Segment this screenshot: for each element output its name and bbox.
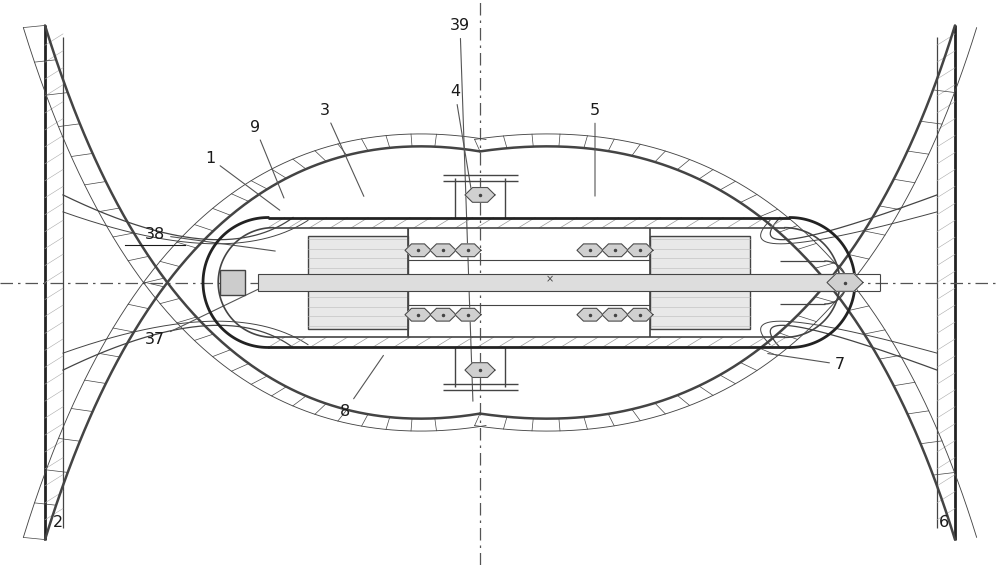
Polygon shape bbox=[430, 244, 456, 257]
Polygon shape bbox=[465, 363, 495, 377]
Polygon shape bbox=[602, 308, 628, 321]
Polygon shape bbox=[602, 244, 628, 257]
Text: 4: 4 bbox=[450, 84, 473, 198]
Polygon shape bbox=[465, 188, 495, 202]
Bar bbox=[308, 236, 408, 329]
Text: 7: 7 bbox=[768, 354, 845, 372]
Bar bbox=[650, 236, 750, 329]
Polygon shape bbox=[455, 244, 481, 257]
Polygon shape bbox=[577, 308, 603, 321]
Text: 1: 1 bbox=[205, 151, 280, 210]
Text: ×: × bbox=[546, 275, 554, 285]
Text: 9: 9 bbox=[250, 120, 284, 198]
Polygon shape bbox=[455, 308, 481, 321]
Polygon shape bbox=[405, 244, 431, 257]
Text: 2: 2 bbox=[53, 515, 63, 530]
Polygon shape bbox=[405, 308, 431, 321]
Text: 38: 38 bbox=[145, 227, 275, 251]
Text: 37: 37 bbox=[145, 281, 275, 346]
Polygon shape bbox=[627, 308, 653, 321]
Bar bbox=[220, 270, 245, 295]
Text: 8: 8 bbox=[340, 355, 383, 419]
FancyBboxPatch shape bbox=[258, 274, 840, 291]
Polygon shape bbox=[827, 273, 863, 292]
Text: 3: 3 bbox=[320, 103, 364, 197]
Text: 5: 5 bbox=[590, 103, 600, 196]
Text: 6: 6 bbox=[939, 515, 949, 530]
Polygon shape bbox=[577, 244, 603, 257]
Polygon shape bbox=[627, 244, 653, 257]
Text: 39: 39 bbox=[450, 18, 473, 401]
Polygon shape bbox=[430, 308, 456, 321]
